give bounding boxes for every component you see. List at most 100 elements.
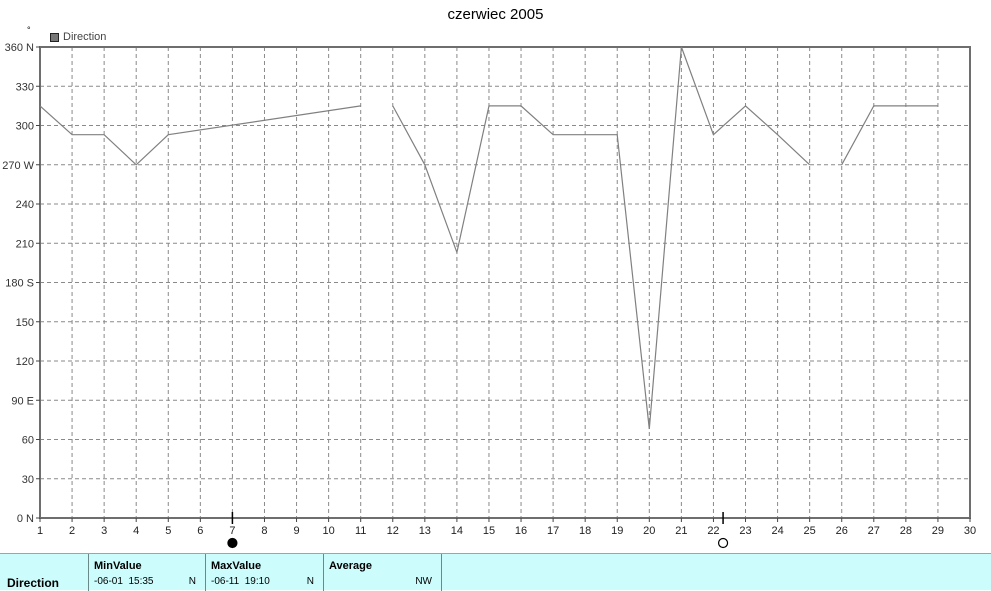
- y-tick-label: 210: [16, 238, 34, 250]
- y-tick-label: 90 E: [11, 395, 34, 407]
- average-value: NW: [415, 576, 432, 587]
- x-tick-label: 27: [868, 525, 880, 537]
- direction-point: [39, 104, 42, 107]
- legend-label: Direction: [63, 31, 107, 43]
- direction-line-segment: [39, 105, 361, 166]
- x-tick-label: 14: [451, 525, 463, 537]
- direction-line-segment: [841, 105, 938, 166]
- x-tick-label: 4: [133, 525, 139, 537]
- x-tick-label: 3: [101, 525, 107, 537]
- x-tick-label: 1: [37, 525, 43, 537]
- stats-series-label: Direction: [7, 576, 60, 590]
- max-time: 19:10: [244, 576, 270, 587]
- x-tick-label: 25: [804, 525, 816, 537]
- direction-point: [103, 133, 106, 136]
- max-date: -06-11: [211, 576, 240, 587]
- x-tick-label: 9: [293, 525, 299, 537]
- max-marker: [717, 537, 729, 549]
- x-tick-label: 22: [707, 525, 719, 537]
- direction-point: [391, 104, 394, 107]
- x-tick-label: 13: [419, 525, 431, 537]
- x-tick-label: 6: [197, 525, 203, 537]
- direction-point: [904, 104, 907, 107]
- y-tick-label: 150: [16, 317, 34, 329]
- direction-point: [520, 104, 523, 107]
- y-tick-label: 0 N: [17, 513, 34, 525]
- direction-point: [552, 133, 555, 136]
- stats-panel: Direction MinValue -06-01 15:35 N MaxVal…: [0, 553, 991, 591]
- direction-point: [776, 133, 779, 136]
- x-tick-label: 7: [229, 525, 235, 537]
- direction-point: [584, 133, 587, 136]
- x-tick-label: 28: [900, 525, 912, 537]
- max-value: N: [306, 576, 314, 587]
- x-tick-label: 20: [643, 525, 655, 537]
- min-value: N: [188, 576, 196, 587]
- direction-point: [487, 104, 490, 107]
- y-tick-label: 240: [16, 199, 34, 211]
- y-tick-label: 330: [16, 81, 34, 93]
- x-tick-label: 24: [771, 525, 783, 537]
- direction-point: [455, 251, 458, 254]
- y-tick-label: 180 S: [5, 278, 34, 290]
- direction-point: [423, 163, 426, 166]
- extreme-markers: [227, 512, 729, 549]
- x-tick-label: 2: [69, 525, 75, 537]
- x-tick-label: 21: [675, 525, 687, 537]
- chart-legend: Direction: [50, 31, 106, 43]
- y-tick-label: 30: [22, 474, 34, 486]
- max-header: MaxValue: [211, 560, 262, 572]
- direction-point: [872, 104, 875, 107]
- direction-point: [135, 163, 138, 166]
- min-header: MinValue: [94, 560, 142, 572]
- x-tick-label: 12: [387, 525, 399, 537]
- min-date: -06-01: [94, 576, 123, 587]
- x-tick-label: 30: [964, 525, 976, 537]
- y-tick-label: 120: [16, 356, 34, 368]
- grid: [40, 47, 970, 518]
- direction-point: [616, 133, 619, 136]
- stats-series-cell: Direction: [0, 554, 89, 591]
- x-tick-label: 23: [739, 525, 751, 537]
- x-tick-label: 17: [547, 525, 559, 537]
- chart-title: czerwiec 2005: [447, 6, 544, 23]
- direction-point: [840, 163, 843, 166]
- direction-line-segment: [392, 46, 811, 430]
- x-tick-label: 5: [165, 525, 171, 537]
- x-tick-label: 11: [355, 525, 366, 537]
- x-tick-label: 26: [836, 525, 848, 537]
- direction-point: [808, 163, 811, 166]
- series-direction: [39, 46, 939, 431]
- stats-average-cell: Average NW: [324, 554, 442, 591]
- max-datetime: -06-11 19:10: [211, 576, 270, 587]
- x-tick-label: 10: [322, 525, 334, 537]
- min-datetime: -06-01 15:35: [94, 576, 154, 587]
- direction-point: [712, 133, 715, 136]
- y-unit-symbol: °: [27, 25, 31, 35]
- x-tick-label: 16: [515, 525, 527, 537]
- y-axis: 0 N 30 60 90 E 120 150 180 S 210 240 270 W 300 330 3…: [2, 42, 40, 525]
- y-tick-label: 300: [16, 121, 34, 133]
- legend-swatch: [50, 32, 59, 42]
- x-tick-label: 18: [579, 525, 591, 537]
- direction-point: [936, 104, 939, 107]
- x-axis: 1 2 3 4 5 6 7 8 9 10 11 12 13 14 15 16 17 18 19 20 21 22 23 24 2…: [37, 518, 976, 537]
- direction-point: [359, 104, 362, 107]
- x-tick-label: 29: [932, 525, 944, 537]
- direction-point: [744, 104, 747, 107]
- y-tick-label: 60: [22, 435, 34, 447]
- y-tick-label: 270 W: [2, 160, 34, 172]
- direction-point: [167, 133, 170, 136]
- x-tick-label: 15: [483, 525, 495, 537]
- stats-max-cell: MaxValue -06-11 19:10 N: [206, 554, 324, 591]
- direction-point: [680, 46, 683, 49]
- x-tick-label: 8: [261, 525, 267, 537]
- y-tick-label: 360 N: [5, 42, 34, 54]
- direction-point: [648, 428, 651, 431]
- stats-min-cell: MinValue -06-01 15:35 N: [89, 554, 206, 591]
- x-tick-label: 19: [611, 525, 623, 537]
- direction-point: [71, 133, 74, 136]
- average-header: Average: [329, 560, 373, 572]
- min-time: 15:35: [128, 576, 154, 587]
